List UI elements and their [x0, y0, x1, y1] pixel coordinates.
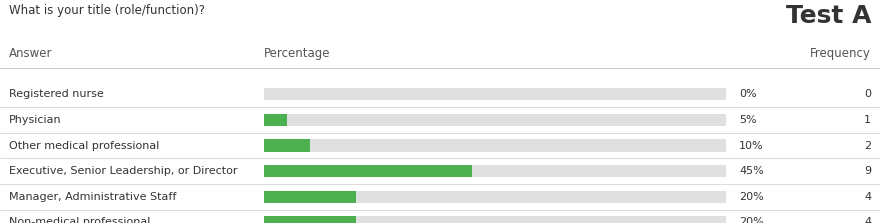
- Text: Test A: Test A: [786, 4, 871, 29]
- Text: 20%: 20%: [739, 192, 764, 202]
- Text: 0%: 0%: [739, 89, 757, 99]
- Text: Percentage: Percentage: [264, 47, 331, 60]
- Text: Registered nurse: Registered nurse: [9, 89, 104, 99]
- Bar: [264, 88, 726, 100]
- Bar: [264, 139, 726, 152]
- Text: 4: 4: [864, 217, 871, 223]
- Text: 5%: 5%: [739, 115, 757, 125]
- Bar: [264, 114, 287, 126]
- Text: 4: 4: [864, 192, 871, 202]
- Text: Non-medical professional: Non-medical professional: [9, 217, 150, 223]
- Text: Frequency: Frequency: [810, 47, 871, 60]
- Text: Answer: Answer: [9, 47, 52, 60]
- Text: 10%: 10%: [739, 140, 764, 151]
- Text: Manager, Administrative Staff: Manager, Administrative Staff: [9, 192, 176, 202]
- Text: 9: 9: [864, 166, 871, 176]
- Text: What is your title (role/function)?: What is your title (role/function)?: [9, 4, 205, 17]
- Text: 45%: 45%: [739, 166, 764, 176]
- Text: Physician: Physician: [9, 115, 62, 125]
- Bar: [264, 139, 310, 152]
- Bar: [264, 216, 726, 223]
- Bar: [264, 216, 356, 223]
- Text: 20%: 20%: [739, 217, 764, 223]
- Text: 0: 0: [864, 89, 871, 99]
- Bar: [264, 191, 356, 203]
- Bar: [264, 114, 726, 126]
- Bar: [264, 165, 726, 177]
- Text: Executive, Senior Leadership, or Director: Executive, Senior Leadership, or Directo…: [9, 166, 238, 176]
- Bar: [264, 165, 472, 177]
- Text: 1: 1: [864, 115, 871, 125]
- Text: 2: 2: [864, 140, 871, 151]
- Bar: [264, 191, 726, 203]
- Text: Other medical professional: Other medical professional: [9, 140, 159, 151]
